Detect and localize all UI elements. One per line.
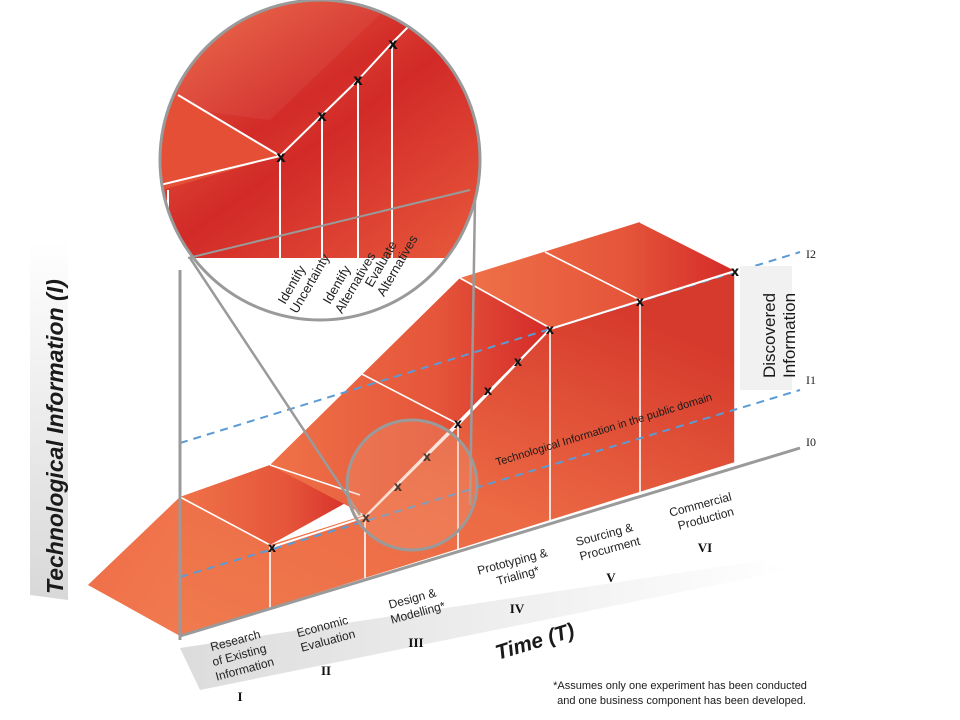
left-end-face [88, 497, 180, 636]
zoom-marker-x: x [388, 35, 398, 53]
stage-numeral: VI [698, 540, 712, 555]
slope-face [270, 278, 550, 515]
marker-x: x [362, 511, 371, 526]
stage-numerals: I II III IV V VI [237, 540, 712, 704]
marker-x: x [546, 323, 555, 338]
stage-numeral: I [237, 689, 242, 704]
information-path [271, 270, 736, 548]
stage-numeral: II [321, 663, 331, 678]
zoom-markers: x x x x [276, 35, 398, 166]
y-axis-label: Technological Information (I) [42, 279, 68, 594]
marker-x: x [268, 541, 277, 556]
stage-numeral: IV [510, 601, 525, 616]
dashed-line-i1 [179, 389, 801, 578]
marker-x: x [636, 295, 645, 310]
stage-numeral: III [408, 635, 423, 650]
y-axis-band [30, 240, 68, 600]
zoom-marker-x: x [276, 148, 286, 166]
zoom-circle-border [158, 0, 482, 322]
x-axis-band [180, 560, 790, 690]
zoom-marker-x: x [353, 71, 363, 89]
stage-label: Research of Existing Information [206, 626, 275, 684]
marker-x: x [454, 417, 463, 432]
stage-label: Prototyping & Trialing* [476, 545, 556, 593]
magnifier-connector-left-diag [188, 257, 362, 516]
marker-x: x [731, 265, 740, 280]
level-label-i2: I2 [806, 247, 816, 261]
dashed-line-i2 [179, 251, 801, 444]
discovered-info-panel [740, 266, 792, 390]
zoom-marker-x: x [317, 107, 327, 125]
level-label-i0: I0 [806, 435, 816, 449]
stage-numeral: V [606, 570, 616, 585]
stage-label: Sourcing & Procurment [574, 519, 642, 563]
level-label-i1: I1 [806, 373, 816, 387]
top-face-level2 [460, 222, 735, 328]
x-markers: x x x x x x x x x x [268, 265, 740, 556]
discovered-info-label: Discovered Information [760, 288, 799, 378]
magnifier-lens [345, 418, 479, 552]
marker-x: x [394, 480, 403, 495]
footnote: *Assumes only one experiment has been co… [553, 680, 810, 707]
marker-x: x [423, 450, 432, 465]
marker-x: x [514, 355, 523, 370]
stage-label: Commercial Production [668, 489, 741, 534]
zoom-divider [187, 189, 471, 259]
marker-x: x [484, 384, 493, 399]
baseline-i0 [179, 446, 801, 638]
